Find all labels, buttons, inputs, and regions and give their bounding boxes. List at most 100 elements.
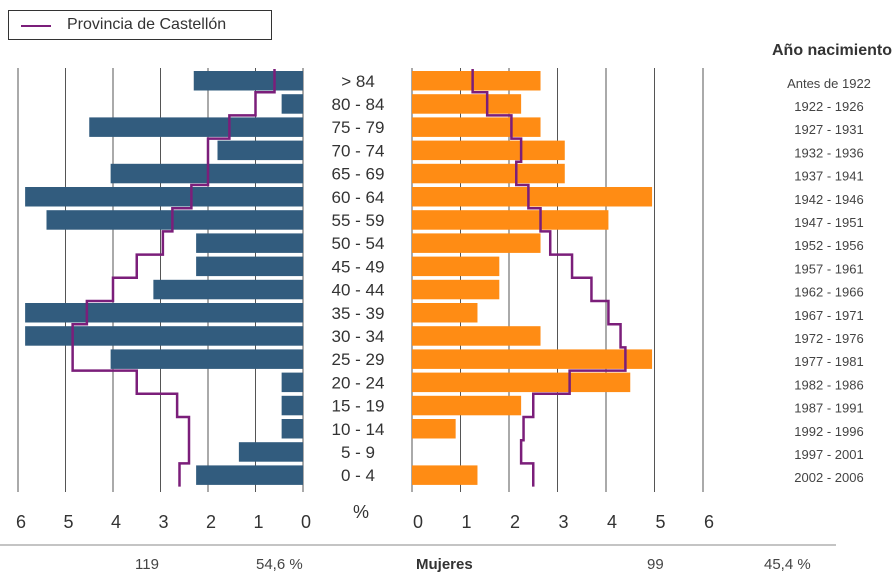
birth-year-label: 1922 - 1926 bbox=[794, 99, 863, 114]
left-bar bbox=[217, 140, 303, 161]
age-group-label: 25 - 29 bbox=[332, 350, 385, 369]
left-bar bbox=[110, 349, 303, 369]
age-group-labels: > 84 80 - 84 75 - 79 70 - 74 65 - 69 60 - 64 5… bbox=[332, 72, 385, 485]
left-tick-label: 3 bbox=[158, 512, 168, 532]
right-tick-label: 2 bbox=[510, 512, 520, 532]
age-group-label: 60 - 64 bbox=[332, 188, 385, 207]
birth-year-label: 1932 - 1936 bbox=[794, 145, 863, 160]
left-axis-ticks: 6 5 4 3 2 1 0 bbox=[16, 512, 311, 532]
right-bar bbox=[412, 187, 653, 207]
left-province-line bbox=[71, 69, 276, 487]
left-bar bbox=[46, 210, 303, 230]
birth-year-label: 1997 - 2001 bbox=[794, 447, 863, 462]
left-bar bbox=[25, 303, 303, 323]
footer-right-percent: 45,4 % bbox=[764, 556, 811, 573]
birth-year-labels: Antes de 1922 1922 - 1926 1927 - 1931 1932 … bbox=[787, 76, 871, 485]
right-bar bbox=[412, 117, 541, 137]
right-bar bbox=[412, 326, 541, 346]
right-bar bbox=[412, 279, 500, 300]
right-bar bbox=[412, 163, 565, 184]
birth-year-label: 1992 - 1996 bbox=[794, 424, 863, 439]
age-group-label: 30 - 34 bbox=[332, 327, 385, 346]
age-group-label: 15 - 19 bbox=[332, 397, 385, 416]
age-group-label: 70 - 74 bbox=[332, 141, 385, 160]
birth-year-label: 1977 - 1981 bbox=[794, 354, 863, 369]
age-group-label: 20 - 24 bbox=[332, 373, 385, 392]
left-bar bbox=[196, 233, 303, 253]
age-group-label: > 84 bbox=[341, 72, 375, 91]
age-group-label: 35 - 39 bbox=[332, 304, 385, 323]
right-bar bbox=[412, 256, 500, 277]
right-bar bbox=[412, 372, 631, 393]
legend: Provincia de Castellón bbox=[8, 10, 272, 40]
legend-label: Provincia de Castellón bbox=[67, 16, 227, 33]
age-group-label: 5 - 9 bbox=[341, 443, 375, 462]
left-bar bbox=[281, 372, 303, 393]
birth-year-label: 1947 - 1951 bbox=[794, 215, 863, 230]
right-bar bbox=[412, 303, 478, 323]
footer-left-percent: 54,6 % bbox=[256, 556, 303, 573]
left-bar bbox=[25, 326, 303, 346]
right-bars bbox=[412, 71, 653, 485]
center-axis-title: % bbox=[353, 502, 369, 522]
birth-year-label: 1957 - 1961 bbox=[794, 261, 863, 276]
left-tick-label: 1 bbox=[253, 512, 263, 532]
left-tick-label: 4 bbox=[111, 512, 121, 532]
age-group-label: 50 - 54 bbox=[332, 234, 385, 253]
left-tick-label: 6 bbox=[16, 512, 26, 532]
right-province-line bbox=[471, 69, 627, 487]
right-bar bbox=[412, 349, 653, 369]
footer-right-count: 99 bbox=[647, 556, 664, 573]
right-tick-label: 6 bbox=[704, 512, 714, 532]
right-bar bbox=[412, 94, 522, 114]
birth-year-label: 1982 - 1986 bbox=[794, 377, 863, 392]
left-bar bbox=[281, 94, 303, 114]
age-group-label: 0 - 4 bbox=[341, 466, 375, 485]
age-group-label: 75 - 79 bbox=[332, 118, 385, 137]
birth-year-label: Antes de 1922 bbox=[787, 76, 871, 91]
footer-title: Mujeres bbox=[416, 556, 473, 573]
right-bar bbox=[412, 71, 541, 91]
left-bar bbox=[196, 465, 303, 485]
birth-year-label: 1962 - 1966 bbox=[794, 285, 863, 300]
right-bar bbox=[412, 140, 565, 161]
right-tick-label: 4 bbox=[607, 512, 617, 532]
birth-year-label: 1987 - 1991 bbox=[794, 401, 863, 416]
age-group-label: 65 - 69 bbox=[332, 165, 385, 184]
birth-year-label: 1927 - 1931 bbox=[794, 122, 863, 137]
left-bar bbox=[281, 419, 303, 439]
age-group-label: 45 - 49 bbox=[332, 257, 385, 276]
birth-year-label: 1952 - 1956 bbox=[794, 238, 863, 253]
right-bar bbox=[412, 395, 522, 416]
age-group-label: 40 - 44 bbox=[332, 281, 385, 300]
right-tick-label: 1 bbox=[461, 512, 471, 532]
left-bar bbox=[196, 256, 303, 277]
right-bar bbox=[412, 233, 541, 253]
left-bars bbox=[25, 71, 303, 485]
left-tick-label: 5 bbox=[63, 512, 73, 532]
age-group-label: 10 - 14 bbox=[332, 420, 385, 439]
left-bar bbox=[153, 279, 303, 300]
age-group-label: 80 - 84 bbox=[332, 95, 385, 114]
left-province-line bbox=[71, 69, 276, 487]
left-bar bbox=[25, 187, 303, 207]
right-province-line bbox=[471, 69, 627, 487]
birth-year-label: 1937 - 1941 bbox=[794, 169, 863, 184]
age-group-label: 55 - 59 bbox=[332, 211, 385, 230]
right-tick-label: 0 bbox=[413, 512, 423, 532]
right-bar bbox=[412, 419, 456, 439]
birth-year-label: 1942 - 1946 bbox=[794, 192, 863, 207]
birth-year-label: 2002 - 2006 bbox=[794, 470, 863, 485]
birth-year-label: 1967 - 1971 bbox=[794, 308, 863, 323]
left-bar bbox=[281, 395, 303, 416]
legend-line-swatch bbox=[21, 25, 51, 27]
right-bar bbox=[412, 210, 609, 230]
left-bar bbox=[238, 442, 303, 462]
left-tick-label: 0 bbox=[301, 512, 311, 532]
right-tick-label: 3 bbox=[558, 512, 568, 532]
left-bar bbox=[193, 71, 303, 91]
birth-year-title: Año nacimiento bbox=[771, 42, 892, 59]
birth-year-label: 1972 - 1976 bbox=[794, 331, 863, 346]
right-tick-label: 5 bbox=[655, 512, 665, 532]
